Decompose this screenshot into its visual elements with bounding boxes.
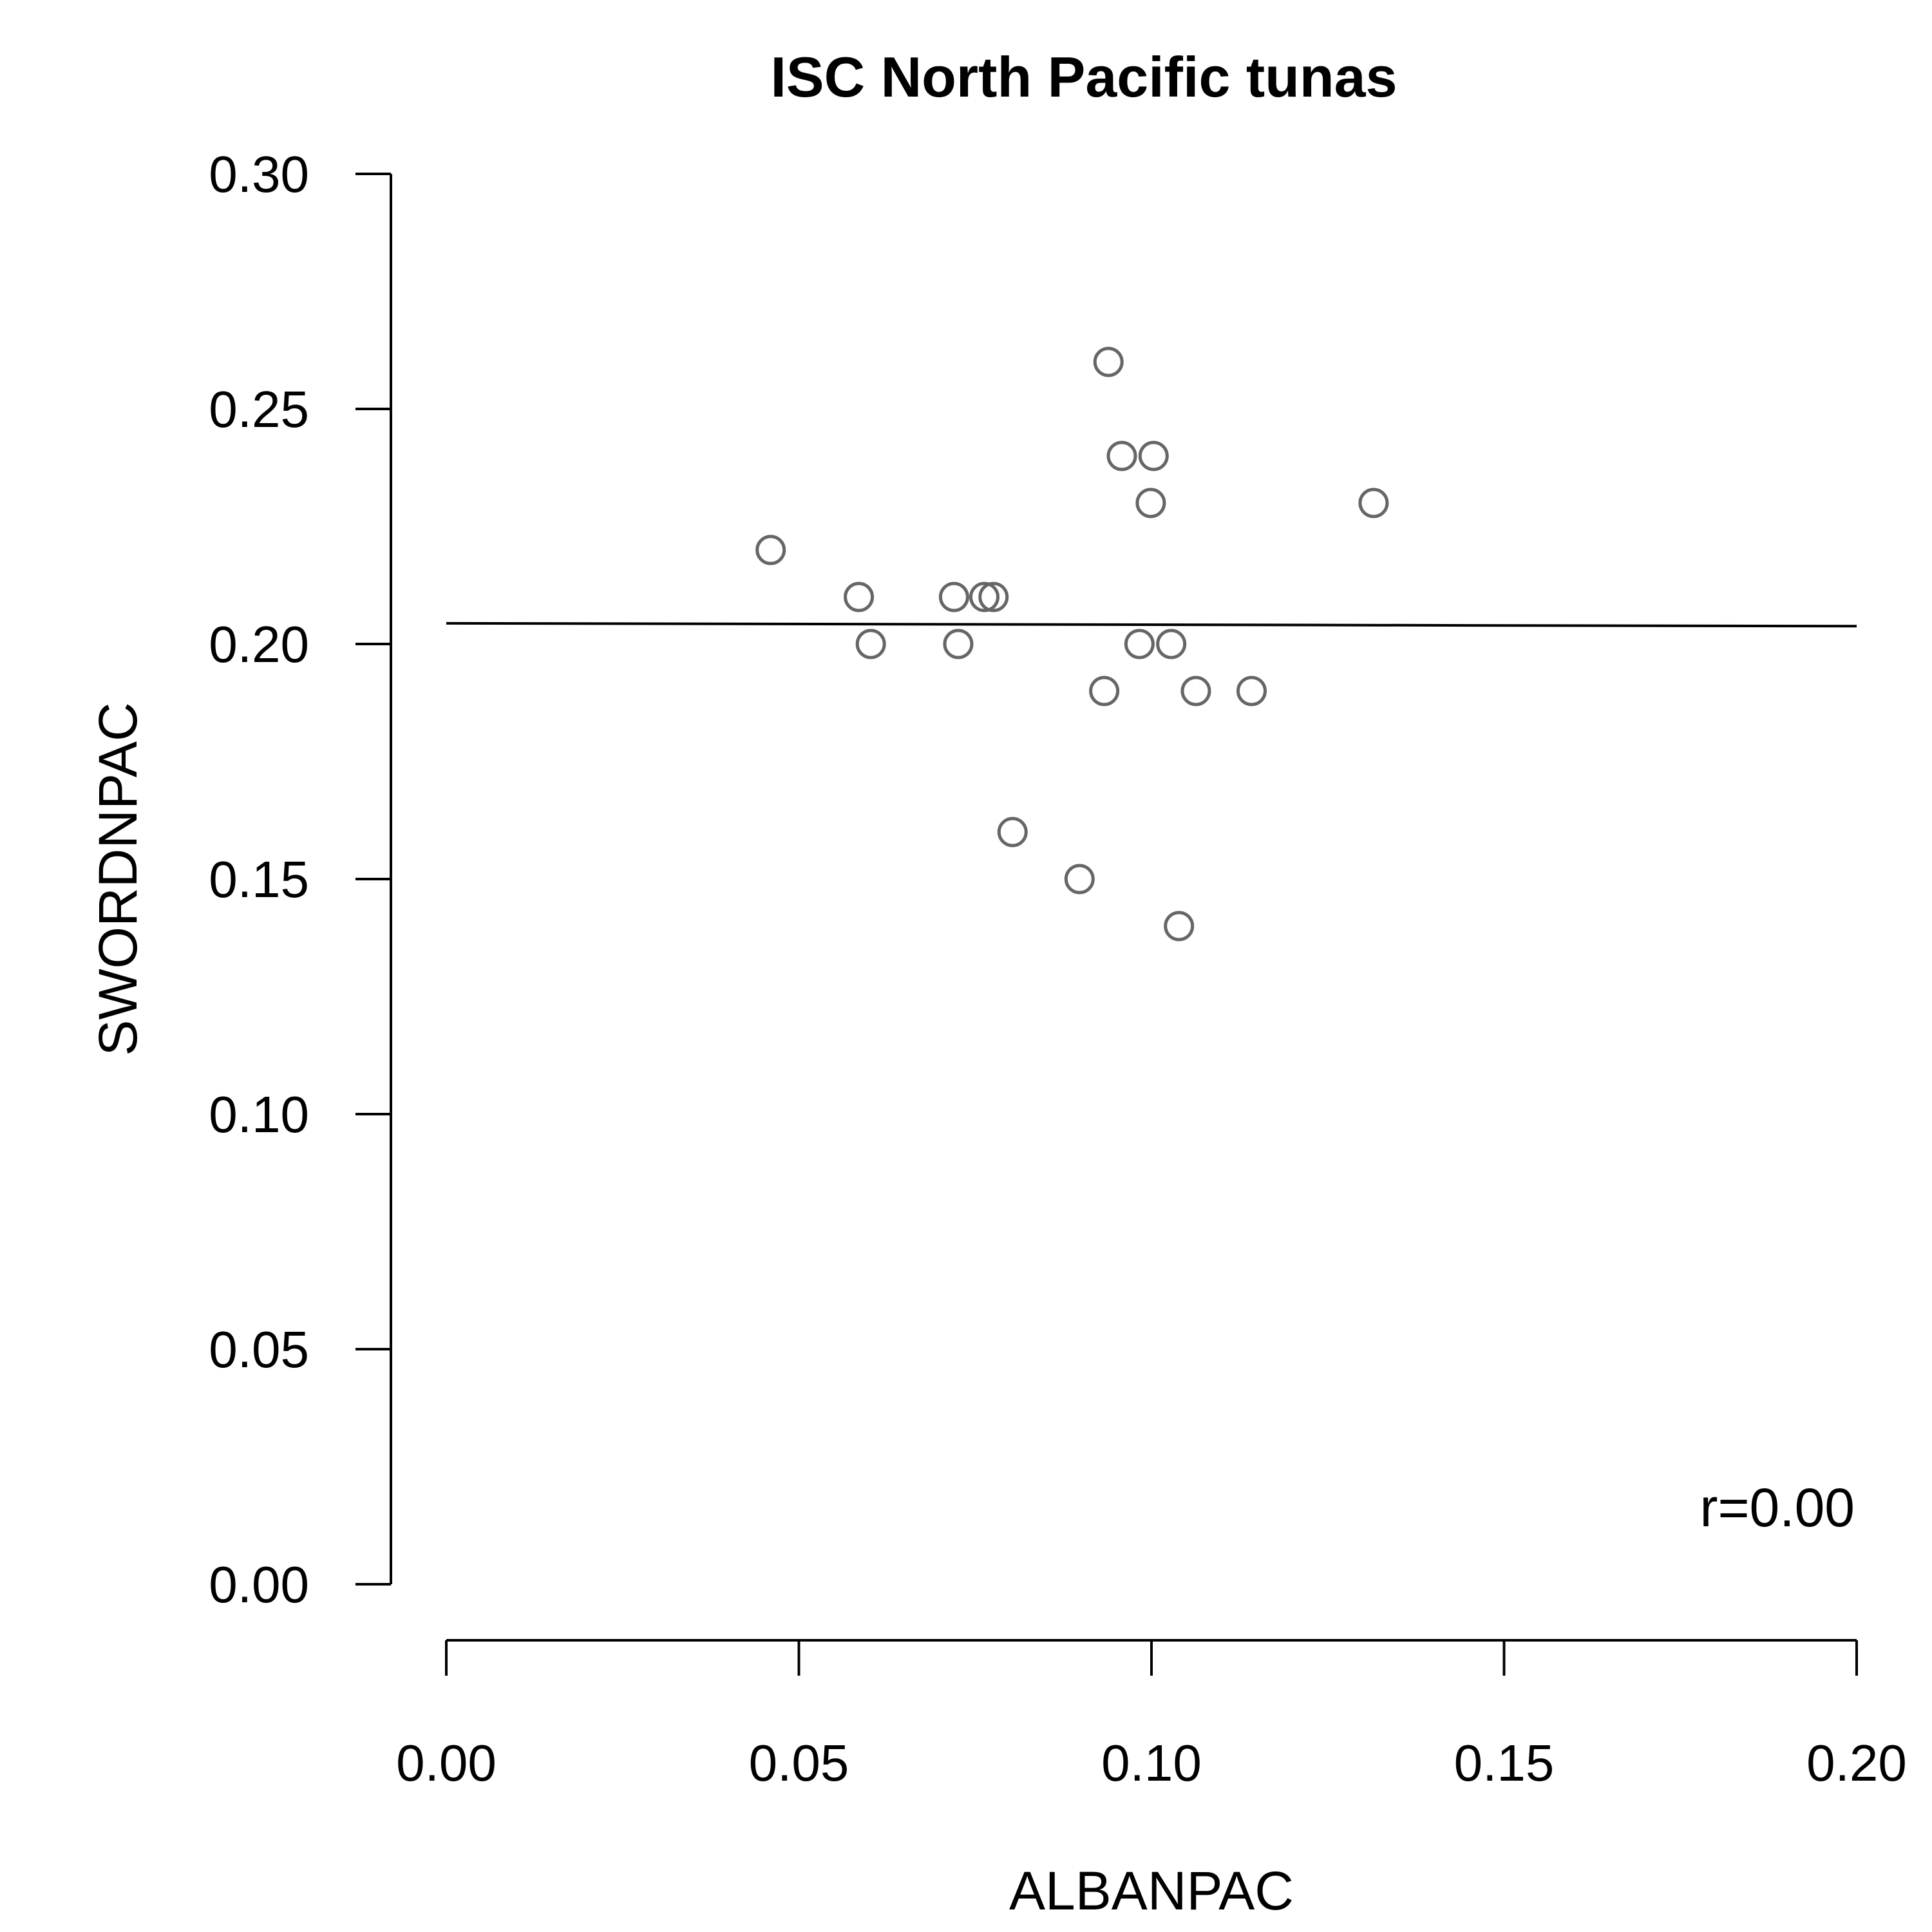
y-axis-title: SWORDNPAC <box>88 702 148 1056</box>
fit-line-group <box>446 621 1857 628</box>
y-tick-label: 0.15 <box>209 851 309 908</box>
x-tick-label: 0.15 <box>1454 1734 1555 1792</box>
correlation-annotation: r=0.00 <box>1700 1477 1855 1538</box>
y-tick-label: 0.10 <box>209 1086 309 1143</box>
data-point <box>997 817 1028 848</box>
data-point <box>969 582 999 612</box>
x-axis-title: ALBANPAC <box>1009 1861 1294 1921</box>
data-point <box>1135 488 1166 518</box>
data-point <box>1089 676 1120 706</box>
data-point <box>1236 676 1267 706</box>
data-point <box>1138 440 1169 471</box>
data-point <box>1164 911 1195 942</box>
x-tick-label: 0.20 <box>1806 1734 1907 1792</box>
data-point <box>1358 488 1389 518</box>
y-tick-label: 0.30 <box>209 146 309 203</box>
data-points <box>755 346 1389 942</box>
data-point <box>943 629 974 659</box>
data-point <box>1124 629 1155 659</box>
y-tick-label: 0.00 <box>209 1556 309 1613</box>
y-tick-label: 0.25 <box>209 381 309 438</box>
x-tick-label: 0.10 <box>1101 1734 1202 1792</box>
y-axis: 0.00 0.05 0.10 0.15 0.20 0.25 0.30 <box>209 146 392 1613</box>
y-tick-label: 0.20 <box>209 616 309 673</box>
data-point <box>978 582 1009 612</box>
x-tick-label: 0.05 <box>749 1734 849 1792</box>
x-tick-label: 0.00 <box>396 1734 497 1792</box>
data-point <box>1106 440 1137 471</box>
data-point <box>755 535 786 565</box>
data-point <box>938 582 969 612</box>
data-point <box>1093 346 1124 377</box>
regression-line <box>446 621 1857 628</box>
data-point <box>1156 629 1187 659</box>
x-axis: 0.00 0.05 0.10 0.15 0.20 <box>396 1639 1907 1792</box>
data-point <box>1064 864 1095 895</box>
chart-title: ISC North Pacific tunas <box>770 45 1397 109</box>
y-tick-label: 0.05 <box>209 1321 309 1378</box>
data-point <box>855 629 886 659</box>
data-point <box>1180 676 1211 706</box>
data-point <box>844 582 875 612</box>
